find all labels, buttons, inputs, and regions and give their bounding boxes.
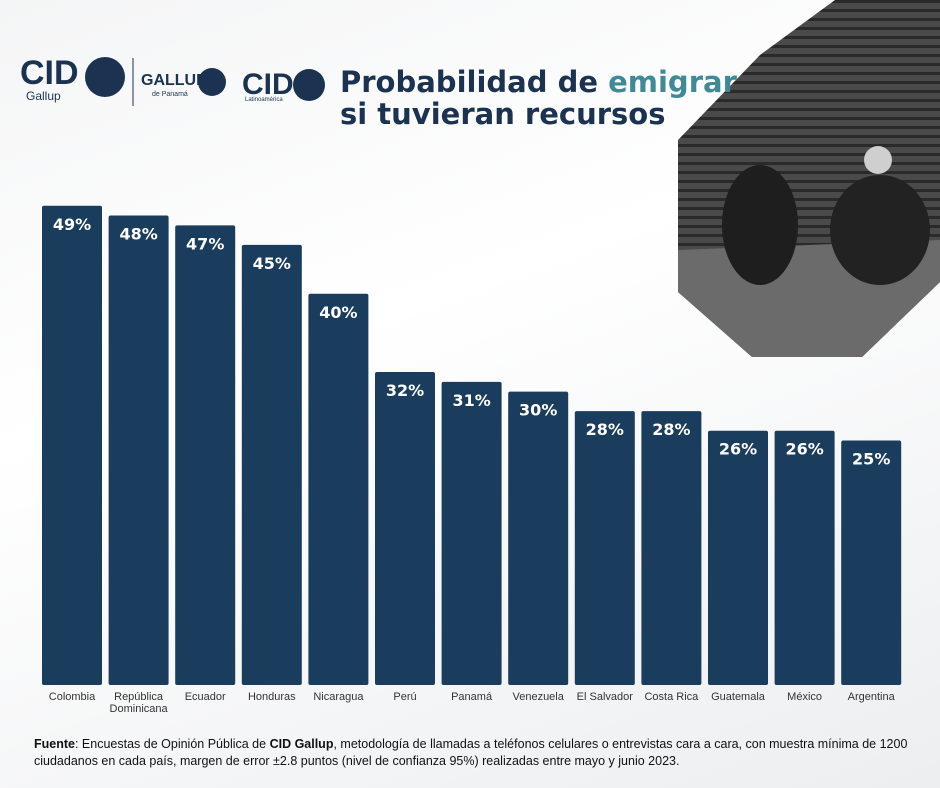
title-text: Probabilidad de [340,65,598,99]
x-tick-label: El Salvador [576,691,633,703]
value-label: 26% [719,440,757,459]
x-tick-label: México [787,691,823,703]
x-tick-label: Guatemala [711,691,765,703]
globe [293,69,325,101]
globe [198,68,226,96]
bar [375,372,435,685]
x-tick-label: Colombia [48,691,96,703]
value-label: 40% [319,303,357,322]
bar [175,225,236,685]
x-tick-label: Perú [393,691,417,703]
chart-title: Probabilidad de emigrar [340,65,738,99]
value-label: 32% [386,381,424,400]
photo [678,0,940,357]
bar [241,244,302,685]
x-tick-label: Venezuela [512,691,564,703]
chart-title-line2: si tuvieran recursos [340,97,666,131]
value-label: 31% [452,391,490,410]
logo-text: GALLUP [141,72,207,89]
value-label: 28% [652,420,690,439]
value-label: 26% [785,440,823,459]
bar [508,391,569,685]
bar [308,293,369,685]
logo-cid: CID Gallup GALLUP de Panamá CID Latinoam… [20,54,325,106]
logo-text: CID [242,68,294,101]
source-org: CID Gallup [269,737,334,751]
x-tick-label: Ecuador [184,691,226,703]
title-highlight: emigrar [608,65,737,99]
x-tick-label: Costa Rica [644,691,699,703]
logo-text: CID [20,54,79,92]
bar [774,430,835,685]
bar [42,205,102,685]
value-label: 28% [586,420,624,439]
value-label: 49% [53,215,91,234]
logo-text: Gallup [26,89,61,103]
x-tick-label: Honduras [247,691,296,703]
value-label: 48% [119,225,157,244]
value-label: 25% [852,450,890,469]
globe [85,57,125,97]
bar [108,215,169,685]
logo-text: de Panamá [152,91,188,98]
bar [574,411,635,685]
source-text: , metodología de llamadas a teléfonos ce… [34,737,908,768]
bar [641,411,702,685]
x-tick-label: Panamá [451,691,493,703]
bar [708,430,768,685]
x-tick-label: Nicaragua [313,691,364,703]
source-text: : Encuestas de Opinión Pública de [74,737,270,751]
value-label: 30% [519,401,557,420]
source-label: Fuente [34,737,75,751]
value-label: 47% [186,234,224,253]
logo-text: Latinoamérica [245,97,283,103]
value-label: 45% [253,254,291,273]
x-tick-label: Argentina [847,691,895,703]
source-note: Fuente: Encuestas de Opinión Pública de … [34,736,914,770]
bar [841,440,902,685]
bar [441,381,502,685]
x-tick-label: República Dominicana [109,691,168,715]
